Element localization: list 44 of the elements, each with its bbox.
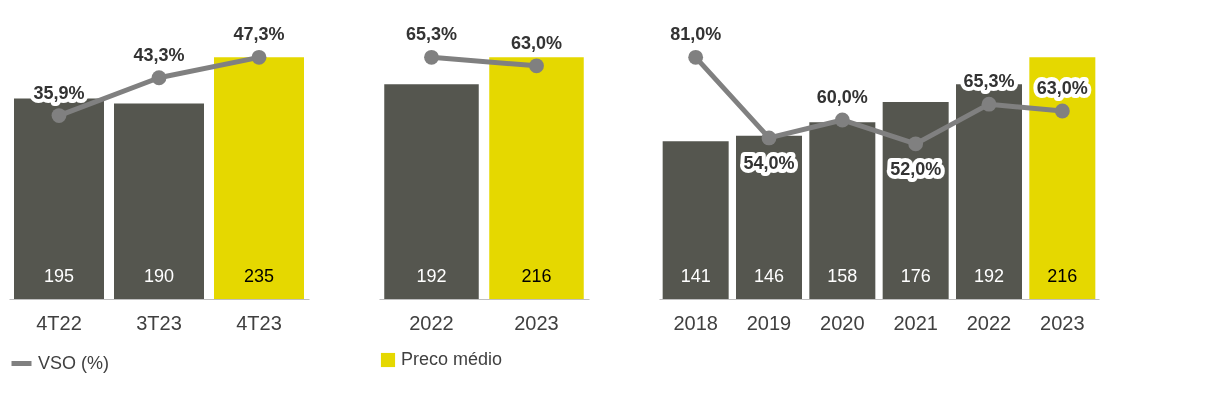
data-label: 47,3%: [233, 24, 285, 45]
point: [761, 130, 777, 146]
data-label: 176: [900, 266, 931, 286]
data-label: 192: [416, 266, 447, 286]
x-tick-label: 2018: [673, 311, 718, 334]
legend-label: Preco médio: [401, 349, 503, 369]
x-tick-label: 2023: [514, 311, 559, 334]
point: [688, 49, 704, 65]
data-label: 65,3%: [405, 24, 458, 45]
bar: [809, 122, 876, 299]
data-label: 195: [43, 266, 75, 286]
x-tick-label: 4T22: [36, 311, 82, 334]
data-label: 54,0%: [743, 152, 795, 173]
x-tick-label: 2022: [409, 311, 454, 334]
data-label: 81,0%: [670, 24, 722, 45]
data-label: 216: [1047, 266, 1078, 286]
data-label: 192: [973, 266, 1005, 286]
data-label: 141: [680, 266, 711, 286]
bar: [1029, 57, 1096, 299]
x-tick-label: 2022: [966, 311, 1012, 334]
point: [834, 112, 850, 128]
data-label: 63,0%: [1036, 78, 1088, 99]
x-tick-label: 3T23: [136, 311, 182, 334]
x-tick-label: 4T23: [236, 311, 282, 334]
data-label: 190: [143, 266, 175, 286]
x-tick-label: 2019: [746, 311, 792, 334]
bar: [882, 102, 949, 299]
data-label: 158: [827, 266, 858, 286]
data-label: 146: [753, 266, 785, 286]
point: [1054, 103, 1070, 119]
x-tick-label: 2023: [1040, 311, 1085, 334]
x-tick-label: 2021: [893, 311, 938, 334]
x-tick-label: 2020: [820, 311, 865, 334]
data-label: 216: [521, 266, 552, 286]
data-label: 35,9%: [33, 82, 85, 103]
data-label: 63,0%: [510, 32, 563, 53]
data-label: 60,0%: [816, 86, 868, 107]
data-label: 235: [243, 266, 275, 286]
data-label: 52,0%: [890, 158, 942, 179]
point: [981, 96, 997, 112]
data-label: 43,3%: [133, 44, 185, 65]
bar: [662, 141, 729, 299]
legend-label: VSO (%): [38, 352, 110, 373]
point: [908, 136, 924, 152]
